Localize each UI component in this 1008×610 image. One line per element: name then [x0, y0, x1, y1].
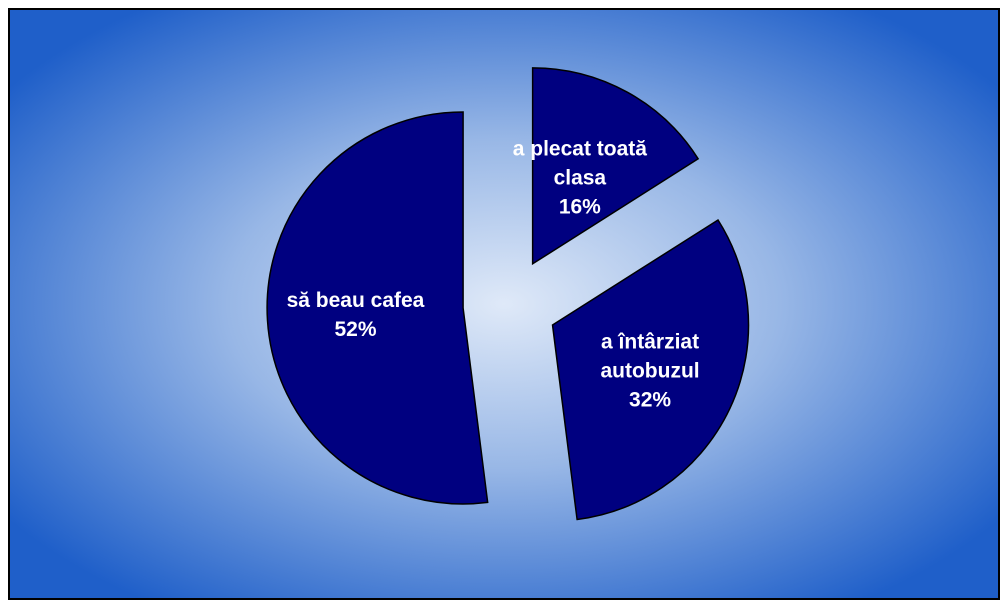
slice-label: a întârziat autobuzul 32%	[555, 327, 745, 414]
slice-label: să beau cafea 52%	[246, 286, 466, 344]
pie-slice	[266, 111, 489, 505]
pie-slice	[551, 218, 750, 521]
value-label: 32%	[629, 388, 672, 412]
value-label: 16%	[558, 195, 601, 219]
value-label: 52%	[334, 317, 377, 341]
category-label: a plecat toată clasa	[512, 137, 647, 190]
category-label: a întârziat autobuzul	[600, 330, 700, 383]
category-label: să beau cafea	[286, 288, 425, 312]
background	[8, 8, 1000, 600]
pie-slice	[531, 67, 700, 266]
slice-label: a plecat toată clasa 16%	[485, 134, 675, 221]
